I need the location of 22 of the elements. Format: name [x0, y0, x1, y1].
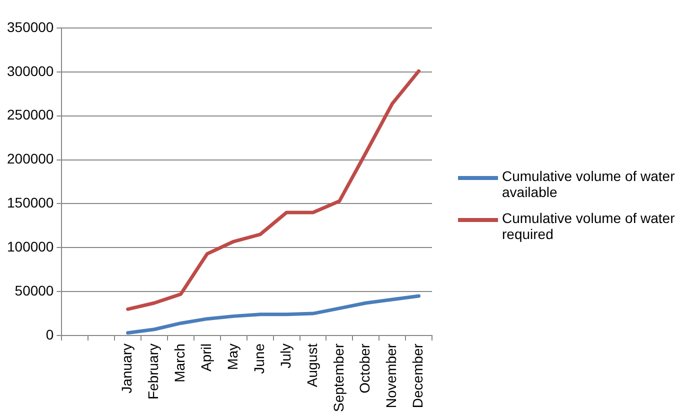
x-tick-label: October [356, 343, 373, 394]
x-tick-label: February [145, 344, 162, 400]
y-tick-label: 100000 [7, 238, 54, 255]
x-tick-label: August [304, 343, 320, 388]
x-tick-label: November [383, 343, 400, 408]
y-tick-label: 200000 [7, 150, 54, 167]
legend-label: Cumulative volume of water available [502, 168, 676, 200]
x-tick-label: March [172, 344, 188, 382]
x-tick-label: April [198, 344, 214, 372]
x-tick-label: December [410, 343, 426, 408]
y-tick-label: 150000 [7, 194, 54, 211]
y-tick-label: 300000 [7, 62, 54, 79]
x-tick-label: July [277, 344, 294, 368]
x-tick-label: January [118, 344, 135, 394]
x-tick-label: September [330, 343, 346, 412]
y-tick-label: 0 [46, 326, 54, 342]
y-tick-label: 250000 [7, 106, 54, 123]
legend-label: Cumulative volume of water required [502, 210, 676, 242]
y-tick-label: 50000 [14, 282, 54, 298]
x-tick-label: May [224, 344, 240, 370]
x-tick-label: June [250, 343, 267, 374]
y-tick-label: 350000 [7, 18, 54, 35]
